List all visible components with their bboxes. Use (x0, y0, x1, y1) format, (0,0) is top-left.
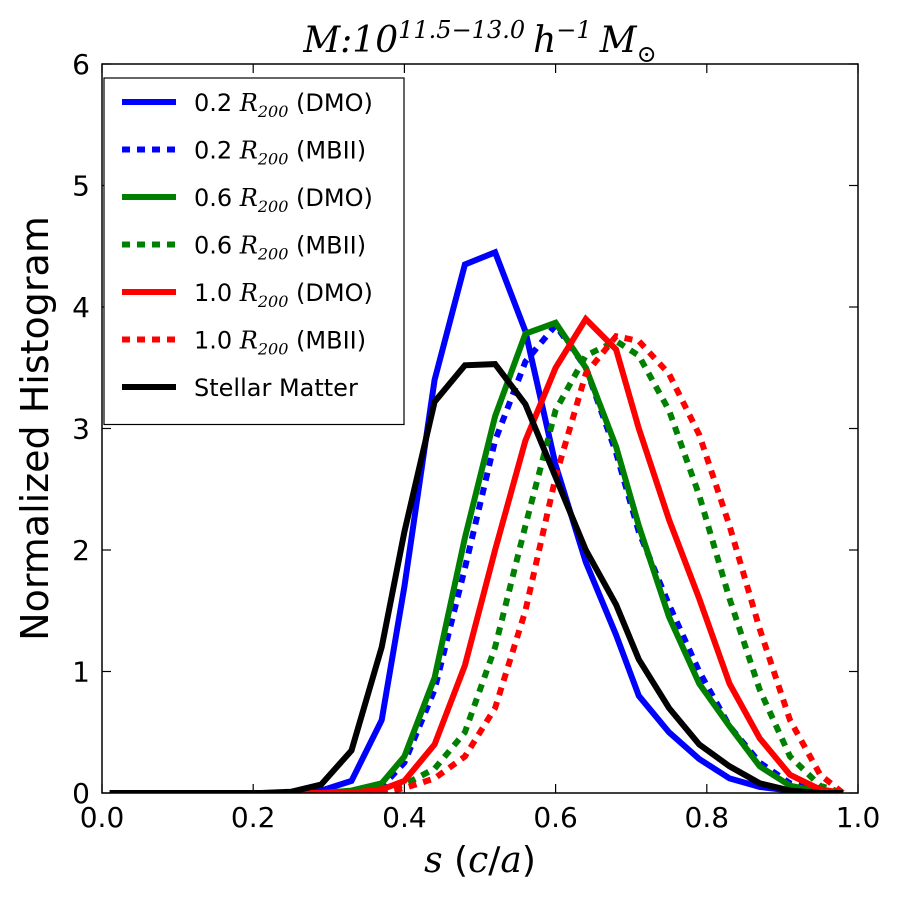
legend: 0.2 R200 (DMO)0.2 R200 (MBII)0.6 R200 (D… (103, 77, 405, 426)
x-tick-label: 1.0 (836, 801, 881, 834)
legend-label-suffix: (MBII) (288, 137, 366, 165)
legend-label-r: R (239, 137, 258, 165)
legend-label-6: Stellar Matter (194, 374, 358, 402)
legend-label-sub: 200 (257, 340, 289, 359)
title-m: M (599, 20, 638, 61)
legend-label-sub: 200 (257, 150, 289, 169)
legend-label-r: R (239, 89, 258, 117)
legend-label-r: R (239, 279, 258, 307)
legend-label-suffix: (DMO) (288, 184, 372, 212)
legend-label-1: 0.2 R200 (MBII) (194, 137, 366, 169)
legend-label-sub: 200 (257, 197, 289, 216)
legend-label-r: R (239, 232, 258, 260)
x-tick-label: 0.0 (80, 801, 125, 834)
legend-label-sub: 200 (257, 292, 289, 311)
series-line-4 (109, 314, 844, 793)
series-line-3 (109, 337, 844, 793)
legend-label-5: 1.0 R200 (MBII) (194, 327, 366, 359)
legend-label-sub: 200 (257, 245, 289, 264)
legend-label-prefix: 0.6 (194, 184, 240, 212)
y-tick-label: 1 (72, 656, 90, 689)
legend-label-r: R (239, 327, 258, 355)
y-axis-label: Normalized Histogram (13, 216, 57, 641)
legend-label-r: R (239, 184, 258, 212)
xlabel-open: ( (443, 840, 469, 881)
legend-label-4: 1.0 R200 (DMO) (194, 279, 373, 311)
x-tick-label: 0.8 (685, 801, 730, 834)
legend-label-sub: 200 (257, 102, 289, 121)
series-line-5 (109, 332, 845, 793)
y-tick-label: 4 (72, 291, 90, 324)
title-exponent: 11.5−13.0 (398, 16, 525, 44)
legend-label-prefix: 0.2 (194, 89, 240, 117)
legend-label-prefix: Stellar Matter (194, 374, 358, 402)
plot-lines (109, 248, 845, 793)
xlabel-var: s (424, 840, 442, 881)
legend-label-0: 0.2 R200 (DMO) (194, 89, 373, 121)
series-line-6 (109, 361, 843, 793)
legend-box (103, 77, 405, 426)
legend-label-3: 0.6 R200 (MBII) (194, 232, 366, 264)
chart-title: M:1011.5−13.0 h−1 M⊙ (302, 16, 656, 68)
legend-label-suffix: (MBII) (288, 327, 366, 355)
legend-label-suffix: (DMO) (288, 89, 372, 117)
xlabel-c: c (468, 840, 488, 881)
title-h-exp: −1 (556, 16, 591, 44)
y-tick-label: 3 (72, 413, 90, 446)
xlabel-close: ) (522, 840, 536, 881)
y-tick-label: 6 (72, 48, 90, 81)
title-base: M:10 (302, 20, 398, 61)
legend-label-prefix: 1.0 (194, 279, 240, 307)
legend-label-prefix: 0.6 (194, 232, 240, 260)
legend-label-suffix: (MBII) (288, 232, 366, 260)
legend-label-prefix: 0.2 (194, 137, 240, 165)
x-tick-label: 0.2 (231, 801, 276, 834)
axis-ticks: 0.0 0.2 0.4 0.6 0.8 1.0 0 1 2 3 4 5 6 (72, 48, 880, 834)
series-line-2 (109, 319, 844, 793)
y-tick-label: 2 (72, 534, 90, 567)
y-tick-label: 5 (72, 170, 90, 203)
xlabel-slash: / (488, 840, 501, 881)
x-tick-label: 0.6 (533, 801, 578, 834)
xlabel-a: a (500, 840, 521, 881)
legend-label-suffix: (DMO) (288, 279, 372, 307)
series-line-0 (109, 248, 844, 793)
legend-label-2: 0.6 R200 (DMO) (194, 184, 373, 216)
x-tick-label: 0.4 (382, 801, 427, 834)
title-h: h (533, 20, 556, 61)
title-m-sub: ⊙ (637, 40, 657, 68)
x-axis-label: s (c/a) (424, 840, 536, 881)
y-tick-label: 0 (72, 777, 90, 810)
legend-label-prefix: 1.0 (194, 327, 240, 355)
